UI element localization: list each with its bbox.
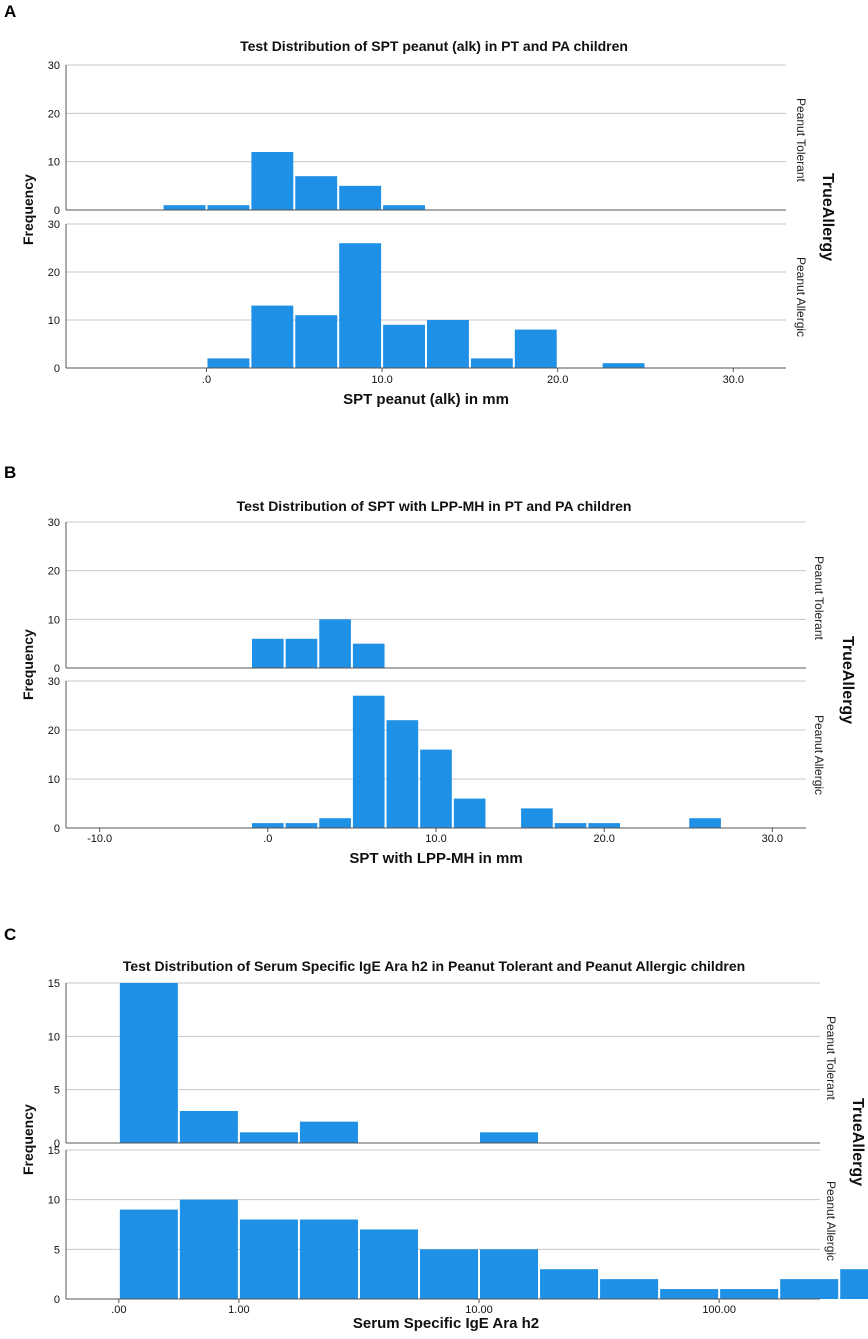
panel-c-allergic-ytick-label: 0 xyxy=(54,1294,60,1306)
panel-c-allergic-bar xyxy=(660,1289,719,1299)
panel-a-allergic-bar xyxy=(383,324,425,368)
panel-a-letter: A xyxy=(4,2,17,21)
panel-c-allergic-bar xyxy=(239,1219,298,1299)
panel-c-allergic-ytick-label: 10 xyxy=(48,1195,60,1207)
panel-c-xtick-label: 10.00 xyxy=(465,1304,493,1316)
panel-a-tolerant-ytick-label: 0 xyxy=(54,205,60,217)
panel-b-allergic-bar xyxy=(285,823,318,828)
panel-c-letter: C xyxy=(4,925,17,944)
panel-b-allergic-bar xyxy=(319,818,351,828)
panel-a-allergic-ytick-label: 0 xyxy=(54,363,60,375)
panel-a-allergic-bar xyxy=(251,305,294,368)
panel-a-tolerant-ytick-label: 10 xyxy=(48,157,60,169)
panel-b-allergic-ytick-label: 30 xyxy=(48,676,60,688)
panel-b-tolerant-ytick-label: 30 xyxy=(48,517,60,529)
panel-c-tolerant-bar xyxy=(179,1111,238,1143)
panel-c-title: Test Distribution of Serum Specific IgE … xyxy=(122,958,746,974)
panel-c-allergic-bar xyxy=(179,1199,238,1299)
panel-b-allergic-bar xyxy=(453,798,486,828)
panel-a-xtick-label: 30.0 xyxy=(723,374,744,386)
panel-c-tolerant-bar xyxy=(480,1132,539,1143)
panel-b-tolerant-bar xyxy=(352,643,385,668)
panel-b-allergic-bar xyxy=(352,695,385,828)
panel-c-allergic-bar xyxy=(299,1219,358,1299)
panel-c-tolerant-bar xyxy=(239,1132,298,1143)
panel-c-allergic-bar xyxy=(480,1249,539,1299)
panel-b-xtick-label: .0 xyxy=(263,833,272,845)
panel-b-tolerant-ytick-label: 0 xyxy=(54,663,60,675)
panel-a-tolerant-ytick-label: 20 xyxy=(48,108,60,120)
panel-a-xtick-label: .0 xyxy=(202,374,211,386)
panel-a-tolerant-bar xyxy=(339,185,382,210)
panel-b-title: Test Distribution of SPT with LPP-MH in … xyxy=(236,498,632,514)
panel-c-allergic-bar xyxy=(840,1269,868,1299)
panel-b-tolerant-ytick-label: 10 xyxy=(48,614,60,626)
panel-a-xlabel: SPT peanut (alk) in mm xyxy=(343,391,509,408)
panel-c-allergic-bar xyxy=(600,1279,659,1299)
panel-c-tolerant-ytick-label: 10 xyxy=(48,1031,60,1043)
panel-c-tolerant-ytick-label: 0 xyxy=(54,1138,60,1150)
panel-b-xtick-label: 30.0 xyxy=(762,833,783,845)
panel-a-allergic-bar xyxy=(339,243,382,368)
panel-b-tolerant-bar xyxy=(285,638,318,668)
panel-c-xlabel: Serum Specific IgE Ara h2 xyxy=(352,1315,540,1332)
panel-b-letter: B xyxy=(4,463,17,482)
panel-b-tolerant-bar xyxy=(319,619,351,668)
panel-c-allergic-bar xyxy=(720,1289,779,1299)
panel-c-allergic-ytick-label: 5 xyxy=(54,1244,60,1256)
panel-c-allergic-bar xyxy=(540,1269,599,1299)
panel-b-allergic-ytick-label: 10 xyxy=(48,774,60,786)
panel-a-allergic-ytick-label: 10 xyxy=(48,315,60,327)
panel-a-tolerant-bar xyxy=(251,152,294,210)
panel-c-allergic-ytick-label: 15 xyxy=(48,1145,60,1157)
panel-b-allergic-bar xyxy=(252,823,284,828)
panel-c-allergic-bar xyxy=(780,1279,839,1299)
panel-c-tolerant-bar xyxy=(299,1121,358,1143)
panel-b-xtick-label: 20.0 xyxy=(593,833,614,845)
panel-a-tolerant-ytick-label: 30 xyxy=(48,60,60,72)
panel-b-allergic-bar xyxy=(521,808,553,828)
panel-b-allergic-bar xyxy=(554,823,587,828)
panel-a-tolerant-bar xyxy=(295,176,338,210)
panel-a-xtick-label: 20.0 xyxy=(547,374,568,386)
panel-b-xtick-label: -10.0 xyxy=(87,833,112,845)
panel-a-allergic-bar xyxy=(427,320,469,368)
panel-a-allergic-ytick-label: 30 xyxy=(48,219,60,231)
panel-b-allergic-ytick-label: 20 xyxy=(48,725,60,737)
panel-a-tolerant-bar xyxy=(383,205,425,210)
panel-a-tolerant-bar xyxy=(163,205,206,210)
panel-a-allergic-bar xyxy=(295,315,338,368)
panel-b-allergic-ytick-label: 0 xyxy=(54,823,60,835)
panel-c-tolerant-ytick-label: 5 xyxy=(54,1085,60,1097)
panel-b-xlabel: SPT with LPP-MH in mm xyxy=(349,850,523,867)
panel-b-tolerant-ytick-label: 20 xyxy=(48,566,60,578)
panel-c-allergic-bar xyxy=(119,1209,178,1299)
panel-a-allergic-bar xyxy=(514,329,557,368)
panel-b-tolerant-bar xyxy=(252,638,284,668)
panel-a-allergic-bar xyxy=(602,363,645,368)
panel-b-allergic-bar xyxy=(386,720,419,828)
panel-c-allergic-bar xyxy=(419,1249,479,1299)
panel-b-xtick-label: 10.0 xyxy=(425,833,446,845)
panel-c-tolerant-ytick-label: 15 xyxy=(48,978,60,990)
panel-c-xtick-label: 1.00 xyxy=(228,1304,249,1316)
panel-c-allergic-bar xyxy=(359,1229,418,1299)
panel-a-allergic-ytick-label: 20 xyxy=(48,267,60,279)
panel-a-xtick-label: 10.0 xyxy=(371,374,392,386)
panel-c-xtick-label: .00 xyxy=(111,1304,126,1316)
panel-a-title: Test Distribution of SPT peanut (alk) in… xyxy=(240,38,628,54)
panel-b-allergic-bar xyxy=(420,749,452,828)
panel-c-tolerant-bar xyxy=(119,983,178,1143)
panel-c-xtick-label: 100.00 xyxy=(702,1304,736,1316)
panel-b-allergic-bar xyxy=(588,823,620,828)
panel-b-allergic-bar xyxy=(689,818,721,828)
panel-a-allergic-bar xyxy=(207,358,250,368)
panel-a-tolerant-bar xyxy=(207,205,250,210)
panel-a-allergic-bar xyxy=(470,358,513,368)
